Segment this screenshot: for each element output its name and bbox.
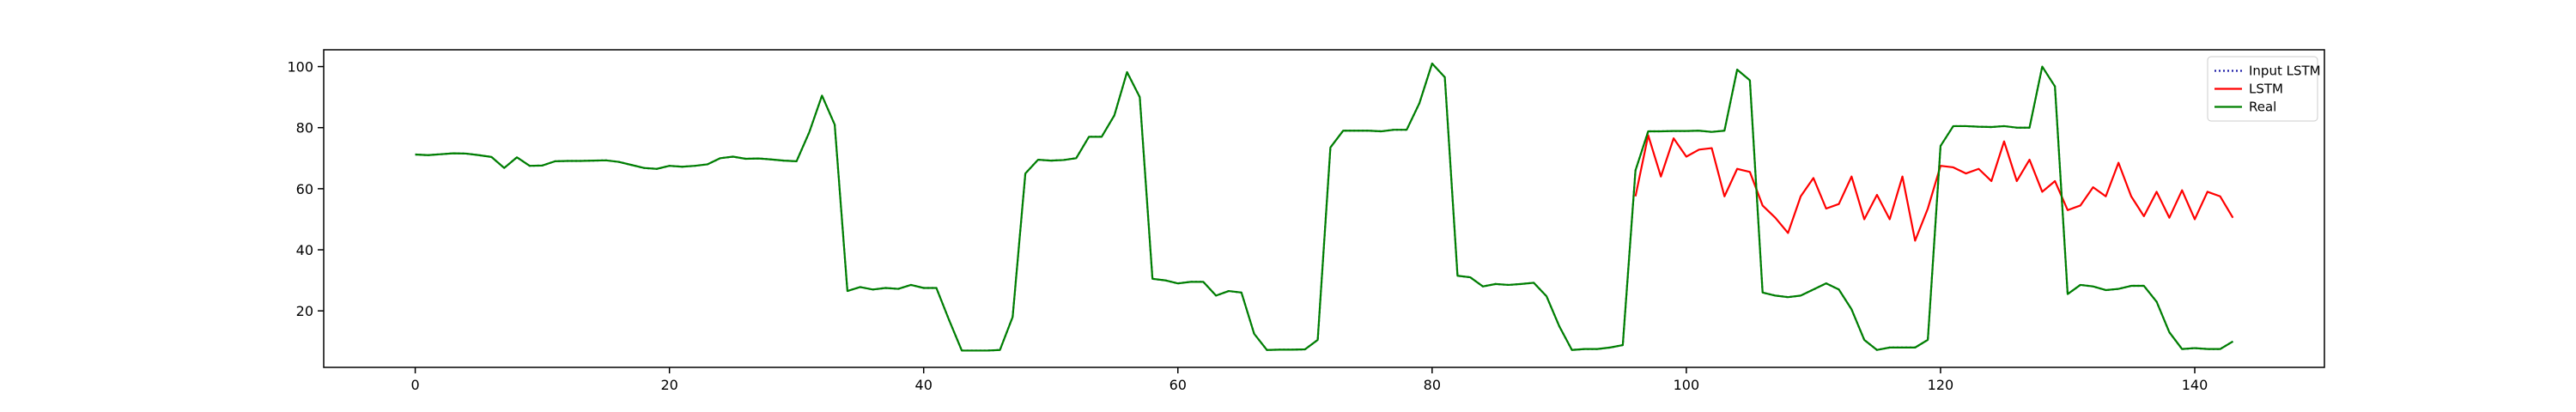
x-tick-label: 0 [410,377,419,393]
plot-lines [415,62,2234,352]
y-tick-label: 100 [287,59,313,76]
legend-label: LSTM [2249,82,2283,97]
x-tick-label: 20 [660,377,677,393]
legend-label: Real [2249,100,2276,115]
x-tick-label: 40 [915,377,933,393]
legend-box [2207,56,2318,122]
series-line-lstm [1634,134,2234,242]
x-tick-label: 120 [1928,377,1954,393]
series-line-real [415,62,2233,352]
x-axis: 0 20 40 60 80 100 120 140 [410,367,2208,393]
legend-label: Input LSTM [2249,64,2321,79]
y-tick-label: 60 [296,181,313,197]
y-tick-label: 40 [296,242,313,258]
x-tick-label: 100 [1674,377,1700,393]
legend: Input LSTM LSTM Real [2207,56,2321,122]
x-tick-label: 140 [2182,377,2208,393]
x-tick-label: 60 [1170,377,1187,393]
plot-frame [323,49,2325,368]
x-tick-label: 80 [1424,377,1441,393]
y-tick-label: 20 [296,303,313,319]
y-tick-label: 80 [296,120,313,136]
y-axis: 20 40 60 80 100 [287,59,324,319]
